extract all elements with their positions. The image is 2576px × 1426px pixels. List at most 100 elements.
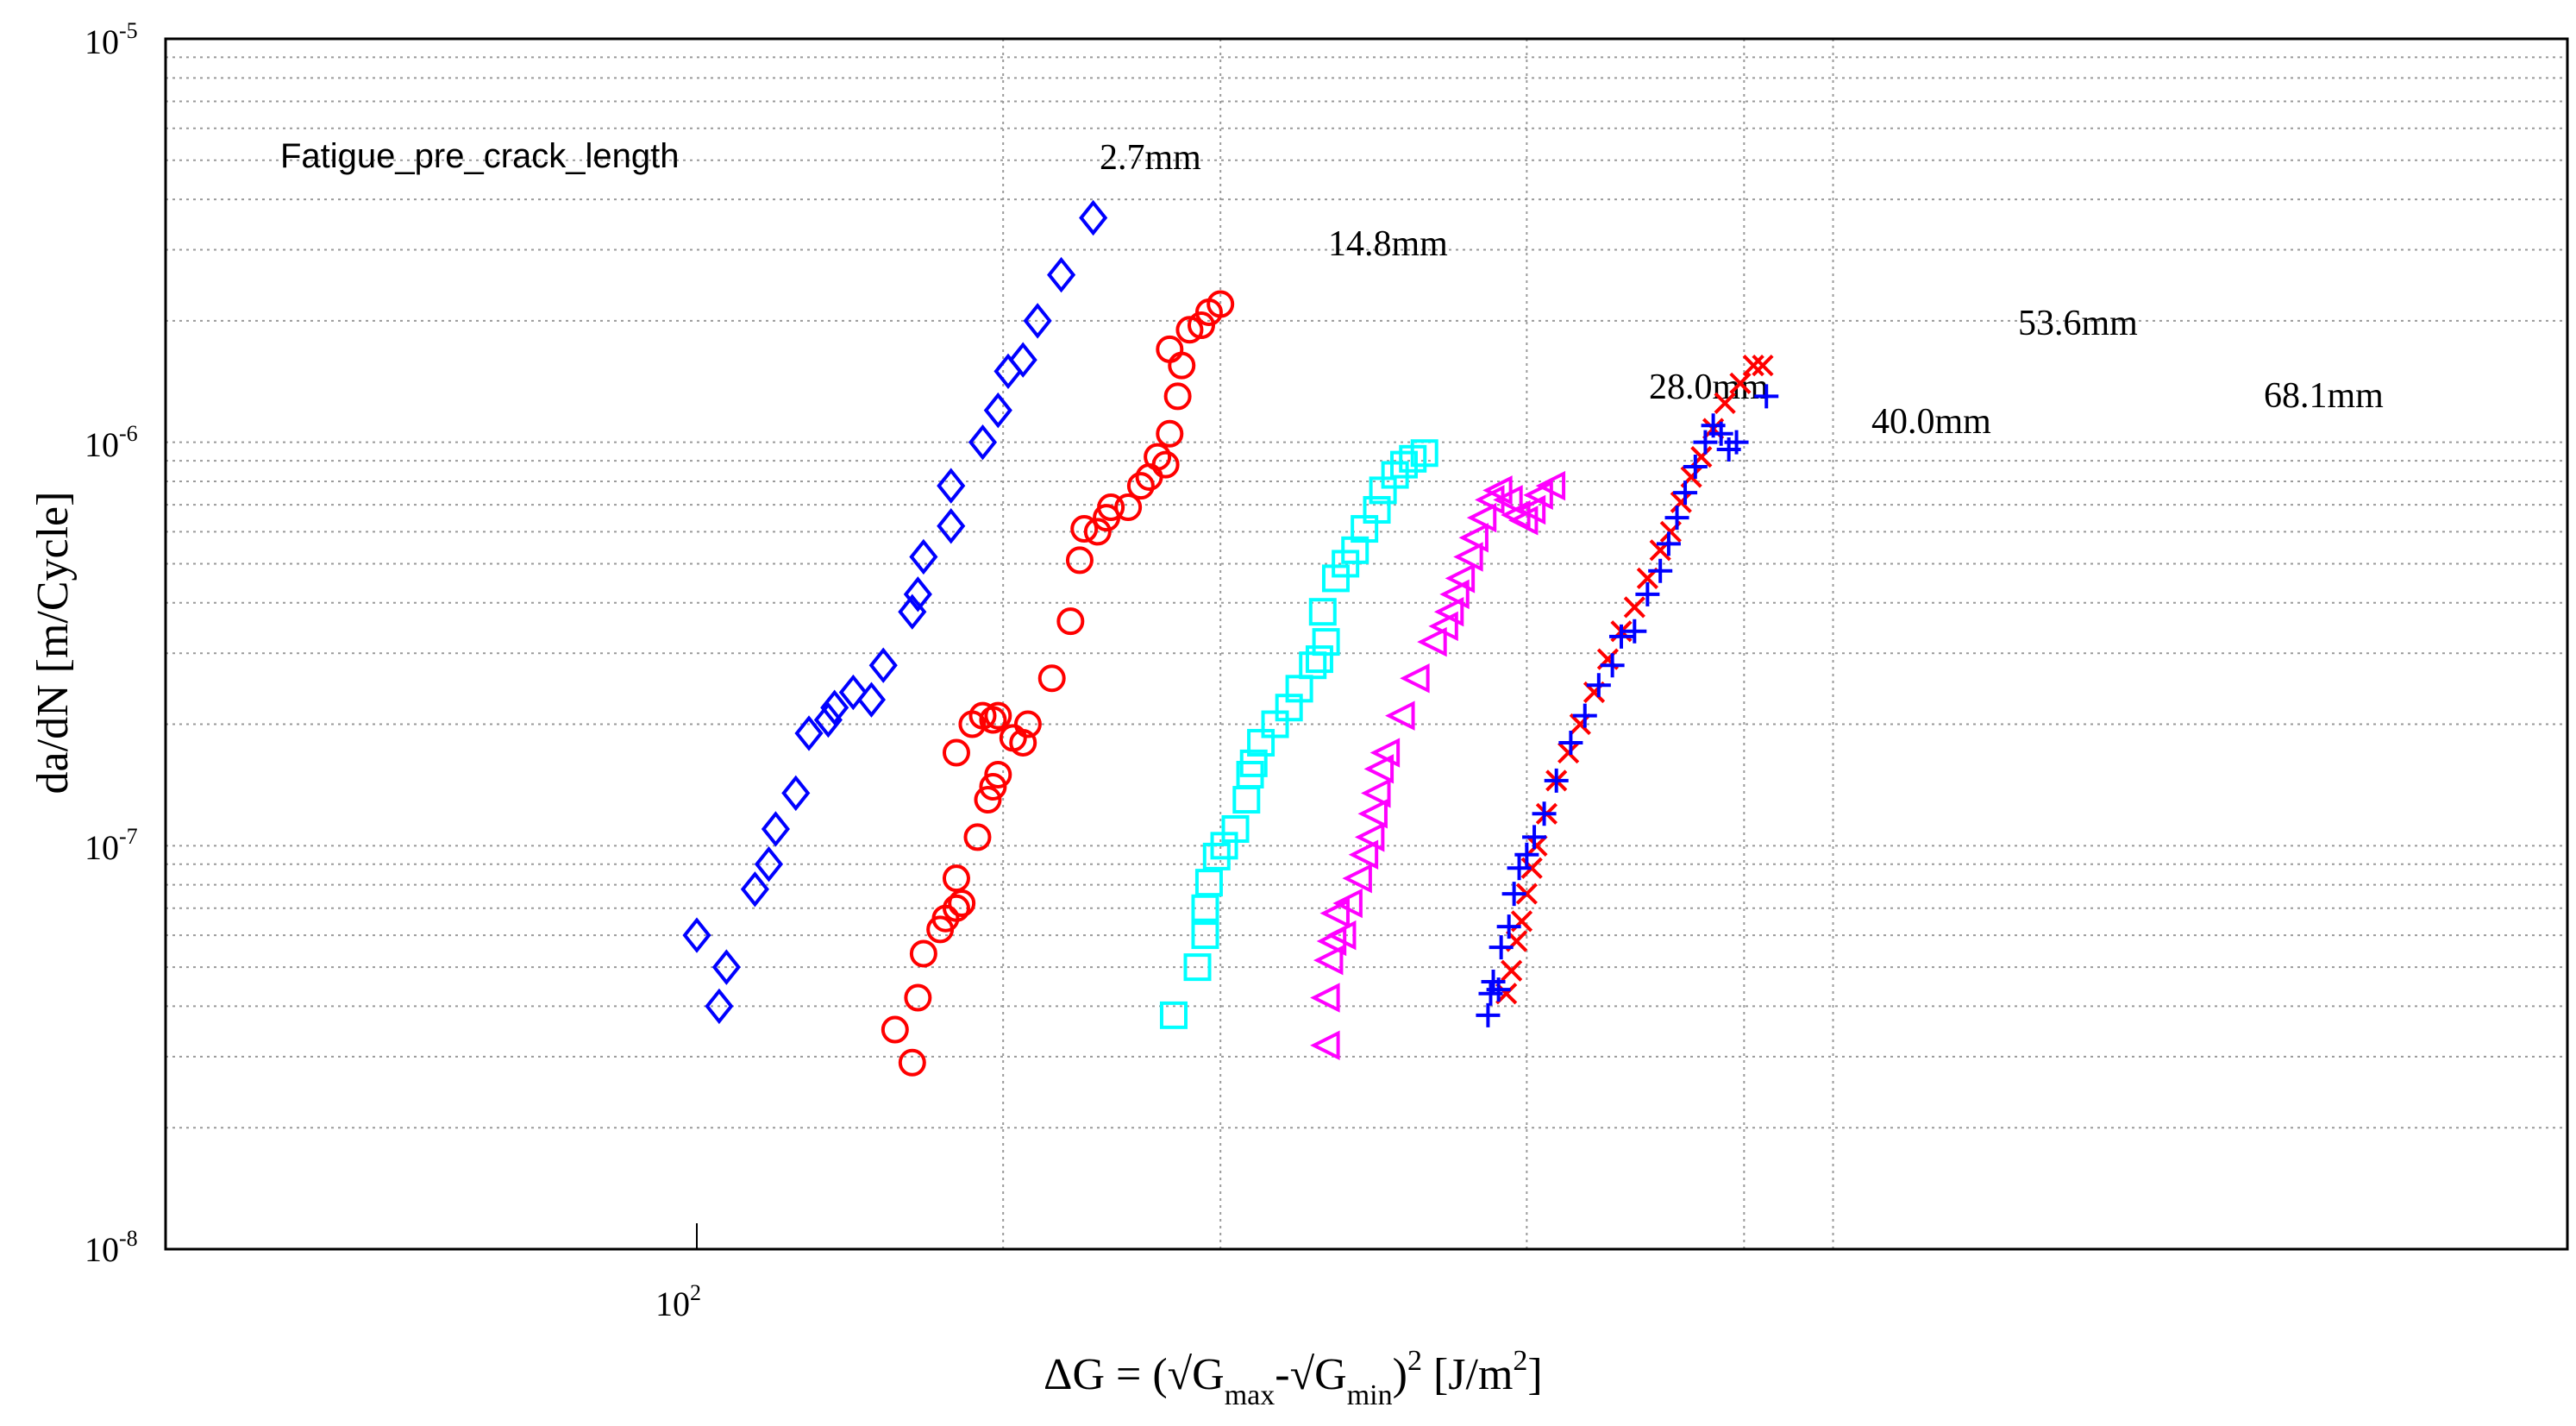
x-marker	[1569, 713, 1591, 736]
circle-marker	[1156, 419, 1184, 448]
x-marker	[1752, 355, 1774, 377]
triangle-marker	[1482, 475, 1513, 506]
circle-marker	[942, 864, 970, 893]
circle-marker	[1126, 472, 1155, 500]
plus-marker	[1496, 914, 1521, 939]
triangle-marker	[1369, 738, 1401, 768]
series-label-2-7mm: 2.7mm	[1100, 138, 1201, 178]
circle-marker	[1168, 351, 1196, 380]
triangle-marker	[1493, 485, 1523, 515]
x-axis-title: ΔG = (√Gmax-√Gmin)2 [J/m2]	[1044, 1345, 1543, 1411]
circle-marker	[1144, 443, 1172, 471]
triangle-marker	[1400, 663, 1430, 694]
circle-marker	[1013, 710, 1042, 738]
series-label-14-8mm: 14.8mm	[1328, 224, 1448, 264]
diamond-marker	[909, 538, 938, 575]
triangle-marker	[1326, 920, 1357, 951]
triangle-marker	[1535, 470, 1566, 501]
circle-marker	[1151, 450, 1180, 479]
circle-marker	[1009, 728, 1037, 757]
square-marker	[1312, 628, 1340, 656]
diamond-marker	[856, 682, 887, 718]
diamond-marker	[705, 988, 734, 1025]
plus-marker	[1608, 624, 1633, 649]
square-marker	[1275, 694, 1303, 722]
triangle-marker	[1428, 611, 1458, 642]
diamond-marker	[781, 775, 811, 812]
diamond-marker	[813, 701, 843, 738]
x-marker	[1501, 959, 1523, 982]
square-marker	[1261, 710, 1289, 738]
plus-marker	[1724, 430, 1749, 455]
plus-marker	[1683, 454, 1708, 479]
circle-marker	[942, 894, 970, 922]
circle-marker	[909, 939, 937, 968]
triangle-marker	[1523, 480, 1553, 511]
triangle-marker	[1354, 822, 1385, 852]
diamond-marker	[968, 424, 998, 461]
x-marker	[1670, 491, 1692, 513]
triangle-marker	[1363, 754, 1395, 784]
square-marker	[1183, 953, 1212, 982]
triangle-marker	[1310, 1030, 1340, 1060]
plus-marker	[1522, 825, 1547, 850]
triangle-marker	[1507, 506, 1539, 536]
plus-marker	[1693, 430, 1718, 455]
diamond-marker	[937, 468, 966, 504]
plus-marker	[1514, 842, 1539, 867]
circle-marker	[979, 706, 1007, 734]
triangle-marker	[1417, 626, 1447, 657]
x-marker	[1623, 596, 1645, 619]
triangle-marker	[1385, 700, 1415, 731]
triangle-marker	[1348, 839, 1379, 870]
square-marker	[1247, 728, 1275, 757]
diamond-marker	[838, 674, 868, 711]
y-tick-label-1e-8: 10-8	[85, 1226, 138, 1269]
circle-marker	[881, 1015, 909, 1044]
triangle-marker	[1342, 863, 1372, 894]
diamond-marker	[740, 871, 769, 908]
circle-marker	[984, 701, 1012, 730]
plus-marker	[1558, 730, 1583, 755]
plus-marker	[1532, 801, 1557, 826]
x-marker	[1714, 392, 1736, 414]
plus-marker	[1489, 935, 1514, 960]
diamond-marker	[754, 846, 784, 883]
plus-marker	[1572, 703, 1597, 728]
x-marker	[1729, 372, 1752, 394]
plus-marker	[1486, 977, 1511, 1002]
plot-frame	[164, 37, 2569, 1251]
circle-marker	[1056, 607, 1085, 636]
series-label-28-0mm: 28.0mm	[1649, 367, 1769, 407]
plus-marker	[1754, 384, 1779, 409]
diamond-marker	[682, 917, 711, 953]
plus-marker	[1476, 1002, 1501, 1027]
plus-marker	[1664, 506, 1689, 531]
triangle-marker	[1458, 523, 1489, 553]
circle-marker	[904, 983, 932, 1012]
x-marker	[1742, 355, 1764, 377]
x-tick-label-1e2: 102	[655, 1280, 701, 1323]
y-axis-title: da/dN [m/Cycle]	[28, 492, 78, 795]
square-marker	[1221, 814, 1250, 843]
circle-marker	[1097, 493, 1125, 522]
diamond-marker	[794, 715, 824, 751]
x-marker	[1526, 834, 1548, 857]
data-markers	[682, 199, 1779, 1077]
diamond-marker	[711, 949, 741, 985]
circle-marker	[1175, 316, 1204, 344]
series-label-68-1mm: 68.1mm	[2264, 376, 2384, 416]
triangle-marker	[1445, 563, 1476, 594]
plus-marker	[1501, 882, 1526, 907]
circle-marker	[1207, 290, 1235, 318]
diamond-marker	[820, 689, 849, 726]
square-marker	[1239, 749, 1268, 777]
diamond-marker	[868, 647, 898, 683]
square-marker	[1191, 921, 1219, 950]
circle-marker	[974, 786, 1002, 814]
plus-marker	[1708, 421, 1733, 446]
triangle-marker	[1453, 542, 1483, 572]
x-marker	[1515, 883, 1538, 905]
circle-marker	[1070, 515, 1099, 543]
